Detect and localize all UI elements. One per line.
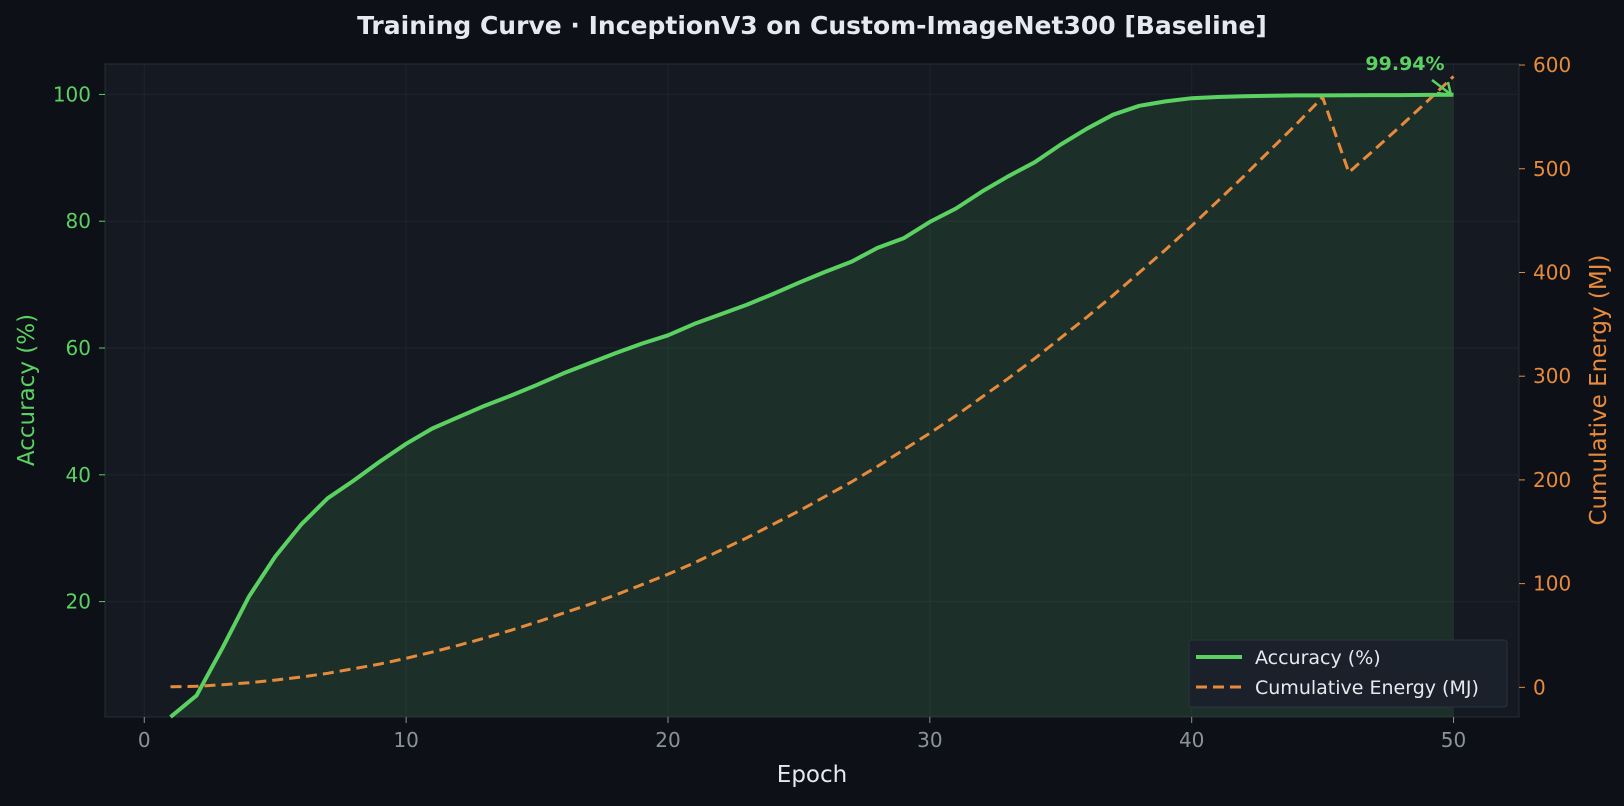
legend-box <box>1188 639 1508 708</box>
left-axis-label: Accuracy (%) <box>14 314 40 466</box>
left-tick-label-60: 60 <box>66 336 91 360</box>
legend-label-accuracy: Accuracy (%) <box>1255 647 1381 669</box>
series-line-accuracy <box>169 92 1454 719</box>
x-axis-label: Epoch <box>777 762 847 788</box>
right-tick-label-600: 600 <box>1533 53 1571 77</box>
x-tick-label-10: 10 <box>393 728 418 752</box>
right-tick-label-0: 0 <box>1533 675 1546 699</box>
peak-annotation-label: 99.94% <box>1365 53 1444 75</box>
x-tick-label-50: 50 <box>1441 728 1466 752</box>
left-tick-label-80: 80 <box>66 209 91 233</box>
peak-annotation-arrow-head <box>1436 81 1453 97</box>
chart-title: Training Curve · InceptionV3 on Custom-I… <box>357 11 1267 40</box>
right-axis-label: Cumulative Energy (MJ) <box>1586 255 1612 526</box>
x-tick-label-40: 40 <box>1179 728 1204 752</box>
right-axis-ticks: 0 100 200 300 400 500 600 <box>1519 53 1571 699</box>
legend-label-energy: Cumulative Energy (MJ) <box>1255 677 1479 699</box>
x-tick-label-30: 30 <box>917 728 942 752</box>
right-tick-label-500: 500 <box>1533 157 1571 181</box>
left-tick-label-100: 100 <box>53 82 91 106</box>
x-tick-label-0: 0 <box>138 728 151 752</box>
right-tick-label-300: 300 <box>1533 364 1571 388</box>
series-line-energy <box>170 75 1455 689</box>
right-tick-label-400: 400 <box>1533 260 1571 284</box>
peak-annotation: 99.94% <box>1365 53 1453 97</box>
right-tick-label-100: 100 <box>1533 572 1571 596</box>
accuracy-area-fill <box>170 94 1454 718</box>
x-axis-ticks: 0 10 20 30 40 50 <box>138 717 1466 752</box>
left-axis-ticks: 20 40 60 80 100 <box>53 82 105 614</box>
peak-annotation-arrow-shaft <box>1431 79 1450 94</box>
left-tick-label-40: 40 <box>66 463 91 487</box>
left-tick-label-20: 20 <box>66 590 91 614</box>
plot-area <box>104 63 1520 718</box>
legend: Accuracy (%) Cumulative Energy (MJ) <box>1188 639 1508 708</box>
x-tick-label-20: 20 <box>655 728 680 752</box>
right-tick-label-200: 200 <box>1533 468 1571 492</box>
